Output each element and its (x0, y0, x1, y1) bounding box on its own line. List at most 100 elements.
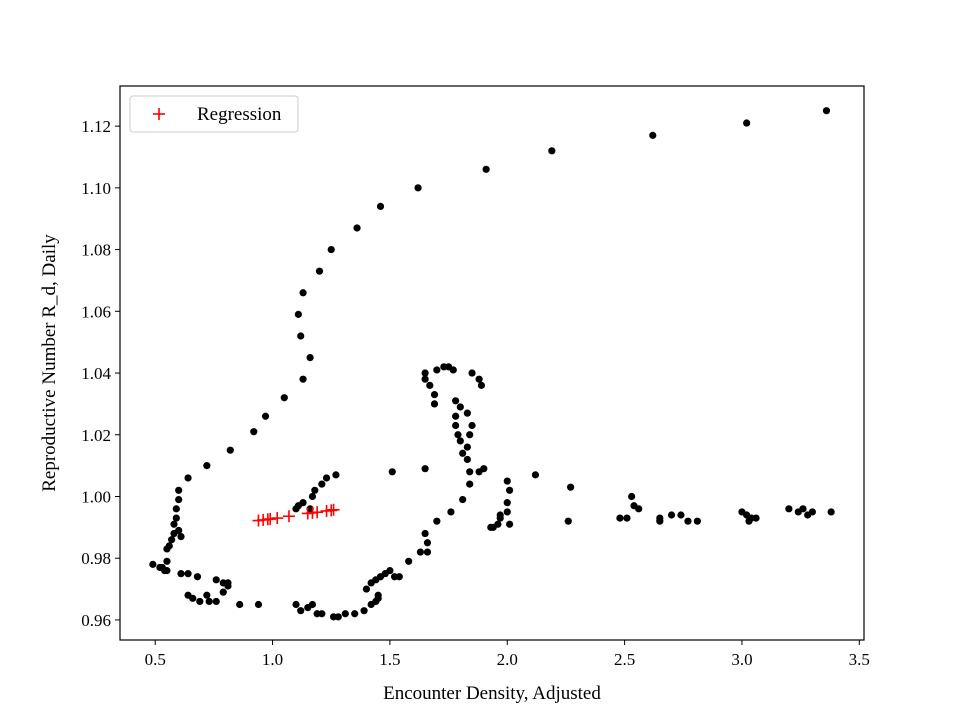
data-point (459, 449, 467, 457)
data-point (480, 465, 488, 473)
data-point (456, 403, 464, 411)
data-point (318, 480, 326, 488)
y-tick-label: 1.10 (81, 179, 111, 198)
data-point (299, 289, 307, 297)
data-point (170, 520, 178, 528)
data-point (297, 607, 305, 615)
data-point (506, 520, 514, 528)
data-point (374, 591, 382, 599)
data-point (353, 224, 361, 232)
x-tick-label: 3.0 (731, 650, 752, 669)
data-point (482, 165, 490, 173)
data-point (454, 431, 462, 439)
data-point (567, 483, 575, 491)
data-point (360, 607, 368, 615)
x-tick-label: 0.5 (145, 650, 166, 669)
data-point (494, 520, 502, 528)
y-tick-label: 1.02 (81, 426, 111, 445)
data-point (334, 613, 342, 621)
data-point (297, 332, 305, 340)
data-point (506, 486, 514, 494)
legend-marker-regression (153, 108, 165, 120)
data-point (196, 597, 204, 606)
data-point (667, 511, 676, 519)
data-point (193, 573, 202, 581)
regression-point (327, 503, 340, 516)
data-point (163, 557, 171, 565)
data-point (635, 505, 643, 513)
data-point (308, 492, 317, 501)
y-tick-label: 1.04 (81, 364, 111, 383)
data-point (351, 610, 359, 618)
data-point (205, 597, 213, 606)
data-point (388, 468, 396, 476)
data-point (163, 566, 171, 575)
y-tick-label: 1.08 (81, 241, 111, 260)
x-tick-label: 2.0 (497, 650, 518, 669)
data-point (496, 511, 504, 519)
x-tick-label: 1.5 (379, 650, 400, 669)
plot-frame (119, 85, 865, 641)
data-point (299, 375, 307, 383)
data-point (189, 594, 197, 602)
data-point (261, 412, 270, 420)
data-point (808, 508, 816, 516)
data-point (175, 526, 183, 535)
data-point (175, 486, 183, 494)
data-point (362, 585, 371, 593)
data-point (414, 184, 422, 192)
y-axis-label: Reproductive Number R_d, Daily (39, 234, 60, 492)
data-point (468, 369, 476, 377)
regression-point (282, 510, 295, 523)
legend-label-regression: Regression (197, 104, 282, 125)
data-point (468, 421, 476, 430)
data-point (421, 369, 429, 377)
data-point (564, 517, 572, 525)
data-point (165, 542, 173, 550)
data-point (236, 600, 244, 609)
data-point (743, 119, 751, 127)
data-point (386, 566, 394, 575)
data-point (306, 353, 314, 362)
data-point (693, 517, 701, 525)
data-point (466, 480, 474, 488)
data-point (452, 421, 460, 430)
data-point (459, 495, 467, 504)
data-points (149, 107, 835, 621)
data-point (177, 533, 185, 541)
y-tick-label: 1.12 (81, 117, 111, 136)
data-point (649, 131, 657, 139)
data-point (250, 428, 258, 436)
y-tick-label: 1.00 (81, 487, 111, 506)
data-point (452, 412, 460, 420)
data-point (423, 548, 432, 556)
data-point (184, 570, 192, 578)
regression-point (271, 512, 284, 525)
data-point (503, 477, 511, 485)
data-point (172, 514, 180, 522)
data-point (311, 486, 319, 494)
data-point (149, 560, 157, 568)
data-point (656, 517, 664, 525)
data-point (224, 579, 232, 587)
data-point (184, 474, 192, 482)
data-point (376, 202, 385, 210)
data-point (430, 391, 439, 399)
regression-point (311, 506, 324, 519)
data-point (341, 610, 349, 618)
data-point (623, 514, 631, 522)
data-point (294, 310, 302, 318)
y-tick-label: 0.96 (81, 611, 111, 630)
data-point (318, 610, 326, 618)
data-point (212, 597, 220, 606)
data-point (395, 573, 403, 581)
data-point (308, 600, 317, 609)
data-point (226, 446, 234, 454)
data-point (332, 471, 340, 479)
data-point (168, 536, 176, 544)
data-point (292, 600, 300, 609)
data-point (322, 474, 331, 482)
data-point (822, 107, 831, 115)
